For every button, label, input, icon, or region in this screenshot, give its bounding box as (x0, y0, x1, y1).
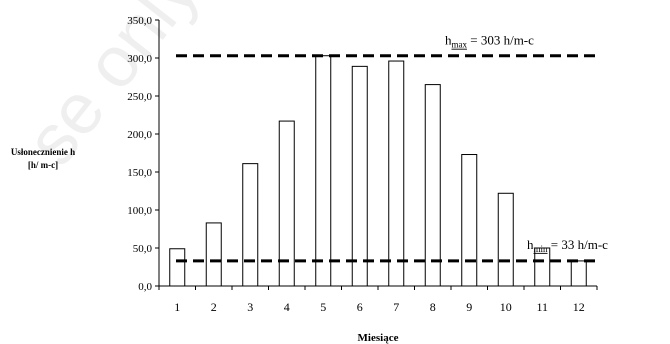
bar-10 (497, 192, 514, 287)
hmax-label: hmax = 303 h/m-c (445, 33, 534, 50)
bar-5 (315, 55, 332, 287)
y-tick-label: 350,0 (127, 15, 152, 27)
y-tick-label: 150,0 (127, 167, 152, 179)
bar-1 (169, 248, 186, 287)
x-tick-label: 6 (357, 300, 363, 314)
y-axis-label: Usłonecznienie h [h/ m-c] (2, 146, 84, 172)
x-tick-label: 1 (174, 300, 180, 314)
y-axis-label-line2: [h/ m-c] (27, 160, 59, 170)
x-tick-label: 2 (211, 300, 217, 314)
x-tick-label: 11 (536, 300, 548, 314)
bar-11 (534, 247, 551, 287)
bar-2 (205, 222, 222, 287)
x-tick-label: 9 (466, 300, 472, 314)
y-axis-label-line1: Usłonecznienie h (10, 147, 76, 157)
x-axis-label: Miesiące (358, 332, 399, 344)
bar-9 (461, 154, 478, 287)
x-tick-label: 8 (430, 300, 436, 314)
y-tick-label: 200,0 (127, 129, 152, 141)
hmin-label: hmin = 33 h/m-c (527, 237, 608, 254)
x-tick-label: 12 (573, 300, 585, 314)
y-tick-label: 250,0 (127, 91, 152, 103)
y-tick-label: 300,0 (127, 53, 152, 65)
x-tick-label: 5 (320, 300, 326, 314)
y-tick-label: 50,0 (133, 243, 153, 255)
x-tick-label: 3 (247, 300, 253, 314)
bar-3 (242, 163, 259, 287)
y-tick-label: 0,0 (138, 281, 152, 293)
bar-8 (424, 84, 441, 287)
bar-12 (570, 260, 587, 287)
x-tick-label: 10 (500, 300, 512, 314)
bar-4 (278, 120, 295, 287)
bar-7 (388, 60, 405, 287)
x-tick-label: 7 (393, 300, 399, 314)
y-tick-label: 100,0 (127, 205, 152, 217)
x-tick-label: 4 (284, 300, 290, 314)
bar-6 (351, 65, 368, 287)
